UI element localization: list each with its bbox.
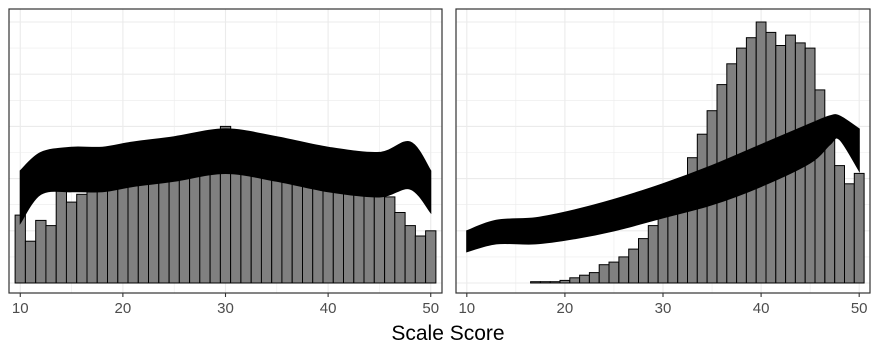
x-tick-label: 40 xyxy=(753,300,770,317)
histogram-bar xyxy=(404,225,416,284)
x-axis: 10 20 30 40 50 xyxy=(12,293,439,317)
histogram-bar xyxy=(824,125,836,284)
x-tick-label: 40 xyxy=(320,300,337,317)
histogram-bar xyxy=(35,219,47,284)
density-curve-band xyxy=(19,128,432,225)
histogram-bar xyxy=(647,225,659,284)
histogram-bar xyxy=(24,240,37,284)
histogram-bar xyxy=(107,175,119,284)
histogram-bar xyxy=(96,178,108,284)
histogram-bar xyxy=(598,264,610,284)
histogram-bar xyxy=(394,212,406,284)
histogram-bar xyxy=(638,238,649,284)
histogram-bar xyxy=(65,201,78,284)
histogram-bar xyxy=(549,281,561,284)
left-panel: 10 20 30 40 50 xyxy=(8,8,443,317)
x-tick-label: 30 xyxy=(217,300,234,317)
histogram-bar xyxy=(834,165,846,284)
histogram-bar xyxy=(579,274,590,284)
histogram-bar xyxy=(14,214,26,284)
x-axis: 10 20 30 40 50 xyxy=(458,293,868,317)
histogram-bar xyxy=(844,183,855,284)
histogram-bar xyxy=(588,272,600,284)
bars xyxy=(14,125,437,284)
histogram-bar xyxy=(539,281,551,284)
x-tick-label: 50 xyxy=(851,300,868,317)
density-curve-band xyxy=(466,114,860,253)
histogram-bar xyxy=(559,279,571,284)
histogram-bar xyxy=(76,193,88,284)
histogram-bar xyxy=(628,248,640,284)
histogram-bar xyxy=(618,256,630,284)
histogram-bar xyxy=(414,235,427,284)
x-tick-label: 50 xyxy=(422,300,439,317)
histogram-bar xyxy=(425,230,437,284)
x-tick-label: 20 xyxy=(115,300,132,317)
histogram-bar xyxy=(569,277,581,284)
right-panel: 10 20 30 40 50 xyxy=(455,8,871,317)
histogram-bar xyxy=(117,172,129,284)
histogram-bar xyxy=(530,281,541,284)
histogram-bar xyxy=(384,196,396,284)
x-tick-label: 20 xyxy=(557,300,574,317)
histogram-bar xyxy=(86,185,98,284)
x-axis-title: Scale Score xyxy=(391,322,504,345)
x-tick-label: 30 xyxy=(655,300,672,317)
histogram-bar xyxy=(853,172,865,284)
histogram-bar xyxy=(55,188,68,284)
histogram-bar xyxy=(373,183,386,284)
x-tick-label: 10 xyxy=(12,300,29,317)
x-tick-label: 10 xyxy=(458,300,475,317)
histogram-bar xyxy=(608,261,620,284)
histogram-bar xyxy=(45,225,57,284)
